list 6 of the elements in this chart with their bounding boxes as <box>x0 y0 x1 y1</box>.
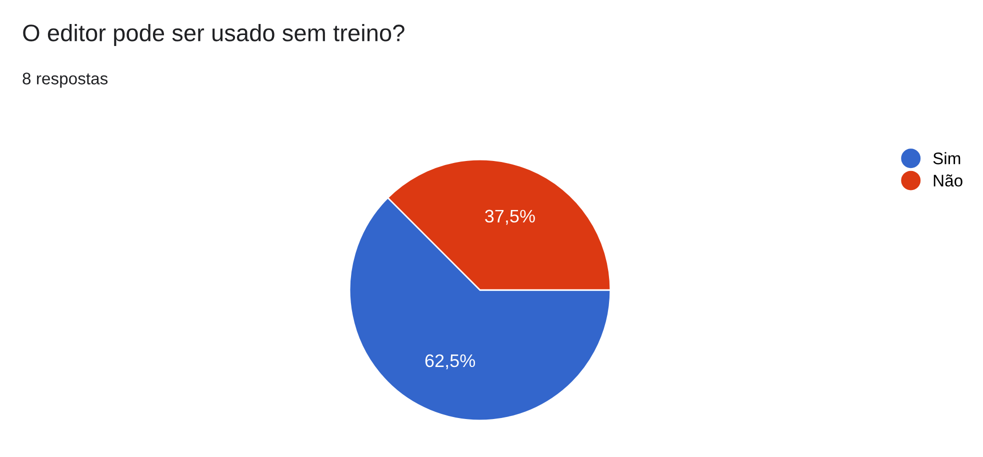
legend-label: Sim <box>933 152 960 164</box>
text: 8 respostas <box>22 72 108 88</box>
chart-title: O editor pode ser usado sem treino? <box>23 24 404 46</box>
legend-label: Não <box>934 174 962 187</box>
data-label: 37,5% <box>485 210 535 225</box>
data-label: 62,5% <box>425 354 476 370</box>
